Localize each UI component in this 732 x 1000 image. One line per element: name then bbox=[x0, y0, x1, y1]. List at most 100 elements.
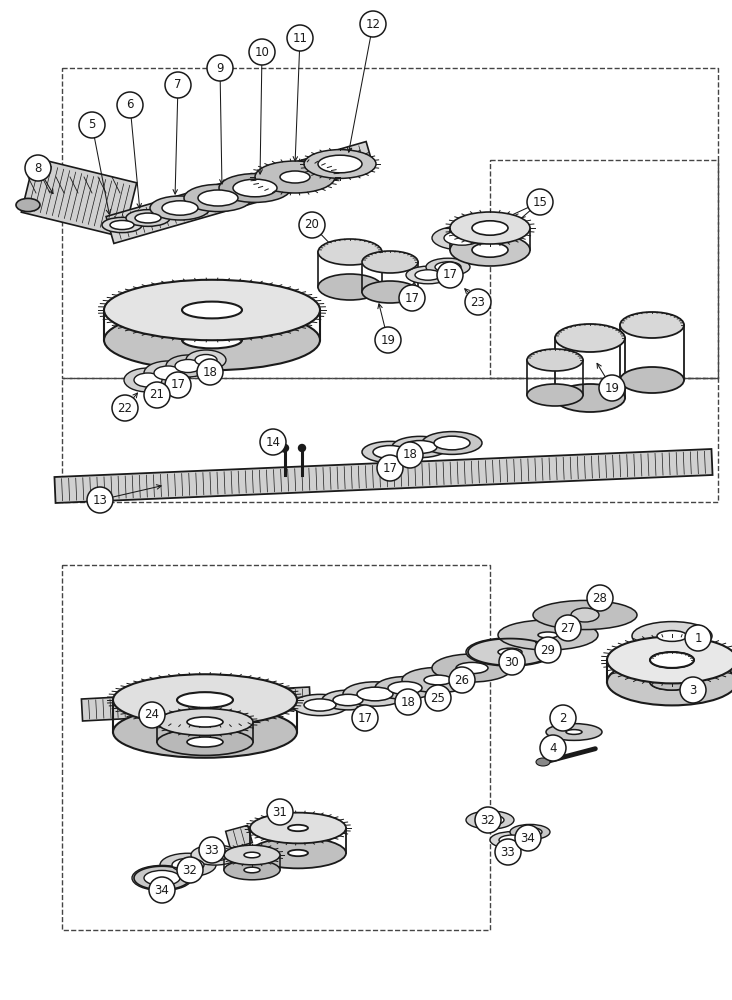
Text: 15: 15 bbox=[533, 196, 548, 209]
Circle shape bbox=[555, 615, 581, 641]
Circle shape bbox=[117, 92, 143, 118]
Polygon shape bbox=[81, 687, 310, 721]
Circle shape bbox=[425, 685, 451, 711]
Ellipse shape bbox=[157, 709, 253, 735]
Ellipse shape bbox=[288, 850, 308, 856]
Ellipse shape bbox=[375, 677, 435, 699]
Ellipse shape bbox=[195, 355, 217, 365]
Ellipse shape bbox=[536, 758, 550, 766]
Ellipse shape bbox=[150, 196, 210, 220]
Ellipse shape bbox=[650, 674, 694, 690]
Ellipse shape bbox=[177, 692, 233, 708]
Ellipse shape bbox=[177, 724, 233, 740]
Circle shape bbox=[249, 39, 275, 65]
Ellipse shape bbox=[434, 436, 470, 450]
Ellipse shape bbox=[466, 811, 514, 829]
Ellipse shape bbox=[476, 815, 504, 825]
Ellipse shape bbox=[288, 825, 308, 831]
Polygon shape bbox=[106, 142, 374, 243]
Circle shape bbox=[685, 625, 711, 651]
Ellipse shape bbox=[426, 258, 470, 276]
Ellipse shape bbox=[510, 824, 550, 840]
Ellipse shape bbox=[620, 367, 684, 393]
Circle shape bbox=[527, 189, 553, 215]
Ellipse shape bbox=[144, 870, 180, 886]
Circle shape bbox=[139, 702, 165, 728]
Circle shape bbox=[475, 807, 501, 833]
Text: 18: 18 bbox=[403, 448, 417, 462]
Ellipse shape bbox=[402, 667, 474, 693]
Circle shape bbox=[112, 395, 138, 421]
Ellipse shape bbox=[304, 150, 376, 178]
Ellipse shape bbox=[182, 332, 242, 348]
Circle shape bbox=[352, 705, 378, 731]
Ellipse shape bbox=[571, 608, 599, 622]
Ellipse shape bbox=[166, 355, 210, 377]
Ellipse shape bbox=[620, 312, 684, 338]
Circle shape bbox=[287, 25, 313, 51]
Circle shape bbox=[587, 585, 613, 611]
Text: 24: 24 bbox=[144, 708, 160, 722]
Ellipse shape bbox=[555, 324, 625, 352]
Circle shape bbox=[495, 839, 521, 865]
Ellipse shape bbox=[657, 631, 687, 641]
Text: 13: 13 bbox=[92, 493, 108, 506]
Ellipse shape bbox=[187, 717, 223, 727]
Ellipse shape bbox=[172, 858, 204, 872]
Ellipse shape bbox=[432, 226, 492, 250]
Ellipse shape bbox=[187, 737, 223, 747]
Circle shape bbox=[437, 262, 463, 288]
Circle shape bbox=[87, 487, 113, 513]
Text: 17: 17 bbox=[171, 378, 185, 391]
Ellipse shape bbox=[444, 231, 480, 245]
Circle shape bbox=[25, 155, 51, 181]
Ellipse shape bbox=[201, 849, 229, 861]
Circle shape bbox=[207, 55, 233, 81]
Ellipse shape bbox=[490, 832, 534, 848]
Circle shape bbox=[449, 667, 475, 693]
Text: 6: 6 bbox=[126, 99, 134, 111]
Ellipse shape bbox=[406, 266, 450, 284]
Text: 14: 14 bbox=[266, 436, 280, 448]
Ellipse shape bbox=[373, 446, 407, 458]
Text: 27: 27 bbox=[561, 621, 575, 635]
Ellipse shape bbox=[362, 251, 418, 273]
Text: 31: 31 bbox=[272, 806, 288, 818]
Ellipse shape bbox=[113, 674, 297, 726]
Ellipse shape bbox=[280, 171, 310, 183]
Ellipse shape bbox=[362, 441, 418, 463]
Text: 19: 19 bbox=[381, 334, 395, 347]
Text: 3: 3 bbox=[690, 684, 697, 696]
Ellipse shape bbox=[250, 838, 346, 868]
Circle shape bbox=[149, 877, 175, 903]
Ellipse shape bbox=[162, 201, 198, 215]
Text: 34: 34 bbox=[154, 884, 169, 896]
Ellipse shape bbox=[466, 638, 554, 666]
Text: 18: 18 bbox=[203, 365, 217, 378]
Text: 2: 2 bbox=[559, 712, 567, 724]
Ellipse shape bbox=[650, 652, 694, 668]
Ellipse shape bbox=[632, 622, 712, 650]
Text: 32: 32 bbox=[182, 863, 198, 876]
Circle shape bbox=[535, 637, 561, 663]
Text: 18: 18 bbox=[400, 696, 416, 708]
Circle shape bbox=[299, 444, 305, 452]
Ellipse shape bbox=[318, 274, 382, 300]
Text: 33: 33 bbox=[205, 844, 220, 856]
Ellipse shape bbox=[527, 349, 583, 371]
Ellipse shape bbox=[450, 234, 530, 266]
Ellipse shape bbox=[255, 161, 335, 193]
Ellipse shape bbox=[191, 845, 239, 865]
Ellipse shape bbox=[362, 281, 418, 303]
Circle shape bbox=[375, 327, 401, 353]
Ellipse shape bbox=[135, 213, 161, 223]
Text: 28: 28 bbox=[593, 591, 608, 604]
Text: 8: 8 bbox=[34, 161, 42, 174]
Ellipse shape bbox=[322, 690, 374, 710]
Text: 26: 26 bbox=[455, 674, 469, 686]
Circle shape bbox=[299, 212, 325, 238]
Circle shape bbox=[260, 429, 286, 455]
Ellipse shape bbox=[472, 243, 508, 257]
Ellipse shape bbox=[415, 270, 441, 280]
Ellipse shape bbox=[546, 724, 602, 740]
